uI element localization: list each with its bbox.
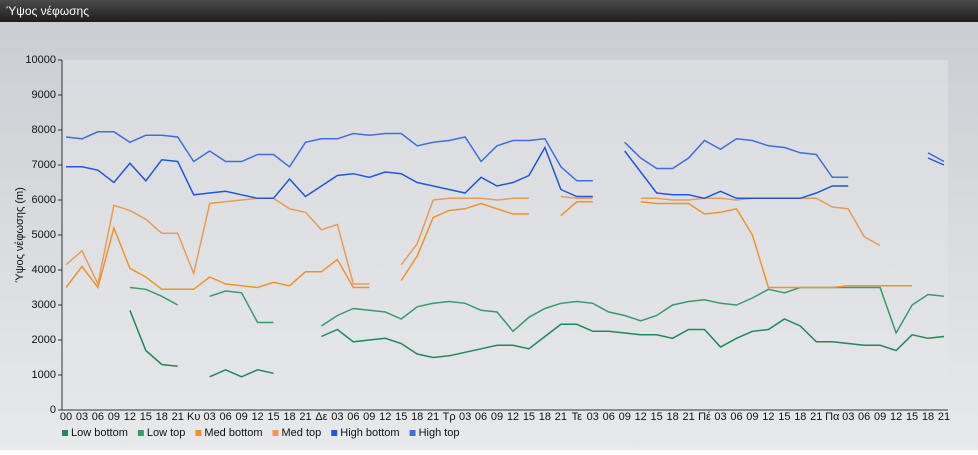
x-tick-label: 15: [778, 411, 790, 423]
x-tick-label: Τρ: [443, 411, 456, 423]
chart-title: Ύψος νέφωσης: [6, 4, 89, 18]
legend-swatch: [62, 430, 68, 436]
x-tick-label: 06: [603, 411, 615, 423]
x-tick-label: 21: [555, 411, 567, 423]
x-tick-label: 21: [810, 411, 822, 423]
series-line: [65, 131, 945, 182]
x-tick-label: 03: [459, 411, 471, 423]
legend-swatch: [137, 430, 144, 436]
y-tick-label: 4000: [32, 264, 56, 276]
x-tick-label: 21: [682, 411, 694, 423]
x-tick-label: 15: [906, 411, 918, 423]
x-tick-label: 12: [379, 411, 391, 423]
x-tick-label: 18: [666, 411, 678, 423]
x-tick-label: 18: [156, 411, 168, 423]
x-tick-label: 09: [746, 411, 758, 423]
x-tick-label: Κυ: [187, 411, 200, 423]
y-axis-label: Ύψος νέφωσης (m): [14, 187, 26, 283]
legend-swatch: [331, 430, 338, 436]
x-tick-label: 06: [730, 411, 742, 423]
title-bar: [0, 0, 978, 22]
y-tick-label: 3000: [32, 299, 56, 311]
legend-label: Low top: [147, 427, 186, 439]
y-tick-label: 2000: [32, 334, 56, 346]
series-line: [65, 201, 913, 291]
y-tick-label: 0: [50, 404, 56, 416]
x-tick-label: 03: [842, 411, 854, 423]
x-tick-label: 06: [858, 411, 870, 423]
x-tick-label: Πέ: [698, 411, 711, 423]
series-line: [66, 145, 945, 200]
legend-label: Med top: [282, 427, 322, 439]
x-tick-label: 21: [172, 411, 184, 423]
x-tick-label: 12: [762, 411, 774, 423]
x-tick-label: 03: [331, 411, 343, 423]
x-tick-label: 15: [267, 411, 279, 423]
y-tick-label: 8000: [32, 124, 56, 136]
y-tick-label: 9000: [32, 89, 56, 101]
x-tick-label: 18: [411, 411, 423, 423]
series-line: [129, 310, 945, 378]
x-tick-label: 12: [890, 411, 902, 423]
x-tick-label: 21: [938, 411, 950, 423]
x-tick-label: 15: [395, 411, 407, 423]
x-tick-label: Τε: [572, 411, 583, 423]
x-tick-label: 12: [635, 411, 647, 423]
x-tick-label: 06: [475, 411, 487, 423]
legend-swatch: [409, 430, 416, 436]
x-tick-label: 09: [491, 411, 503, 423]
x-tick-label: 06: [347, 411, 359, 423]
x-tick-label: 21: [299, 411, 311, 423]
x-tick-label: 15: [523, 411, 535, 423]
legend-label: Med bottom: [204, 427, 262, 439]
x-tick-label: 09: [108, 411, 120, 423]
x-tick-label: 18: [539, 411, 551, 423]
legend-swatch: [195, 430, 202, 436]
x-tick-label: Πα: [825, 411, 840, 423]
x-tick-label: 18: [922, 411, 934, 423]
x-tick-label: 12: [124, 411, 136, 423]
x-tick-label: 18: [794, 411, 806, 423]
x-tick-label: 12: [507, 411, 519, 423]
x-tick-label: 09: [619, 411, 631, 423]
x-tick-label: 00: [60, 411, 72, 423]
series-line: [129, 286, 945, 335]
series-line: [65, 195, 881, 287]
x-tick-label: 03: [204, 411, 216, 423]
x-tick-label: 21: [427, 411, 439, 423]
x-tick-label: 09: [235, 411, 247, 423]
x-tick-label: Δε: [315, 411, 327, 423]
legend-label: High top: [419, 427, 460, 439]
x-tick-label: 18: [283, 411, 295, 423]
x-tick-label: 06: [92, 411, 104, 423]
x-tick-label: 15: [140, 411, 152, 423]
x-tick-label: 12: [251, 411, 263, 423]
plot-area: [62, 60, 948, 410]
legend-swatch: [272, 430, 279, 436]
x-tick-label: 03: [714, 411, 726, 423]
x-tick-label: 15: [651, 411, 663, 423]
y-tick-label: 1000: [32, 369, 56, 381]
legend-label: High bottom: [340, 427, 399, 439]
y-tick-label: 5000: [32, 229, 56, 241]
y-tick-label: 6000: [32, 194, 56, 206]
x-tick-label: 09: [874, 411, 886, 423]
x-tick-label: 06: [220, 411, 232, 423]
x-tick-label: 03: [76, 411, 88, 423]
y-tick-label: 10000: [25, 54, 56, 66]
x-tick-label: 09: [363, 411, 375, 423]
legend-label: Low bottom: [71, 427, 128, 439]
y-tick-label: 7000: [32, 159, 56, 171]
x-tick-label: 03: [587, 411, 599, 423]
